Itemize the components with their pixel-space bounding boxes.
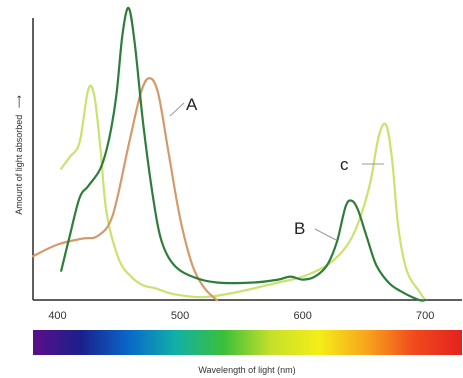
x-tick-label-500: 500 [171,310,189,322]
series-line-b [60,6,427,302]
leader-line-b [314,228,337,241]
series-label-a: A [169,95,198,117]
series-label-c: c [340,155,384,174]
series-label-a-text: A [186,95,198,114]
series-label-c-text: c [340,155,349,174]
spectrum-bar [33,330,462,355]
x-tick-layer: 400 500 600 700 [48,310,434,322]
x-tick-label-700: 700 [416,310,434,322]
x-axis-title: Wavelength of light (nm) [198,365,295,375]
y-axis-title: Amount of light absorbed ⟶ [14,95,24,215]
series-label-b: B [294,219,337,241]
series-label-b-text: B [294,219,305,238]
x-tick-label-400: 400 [48,310,66,322]
series-layer [31,6,427,302]
series-line-c [60,84,427,302]
y-axis-arrow-icon: ⟶ [14,95,24,108]
x-tick-label-600: 600 [294,310,312,322]
series-line-a [31,77,218,302]
y-axis-title-text: Amount of light absorbed [14,115,24,215]
leader-line-a [169,102,185,117]
